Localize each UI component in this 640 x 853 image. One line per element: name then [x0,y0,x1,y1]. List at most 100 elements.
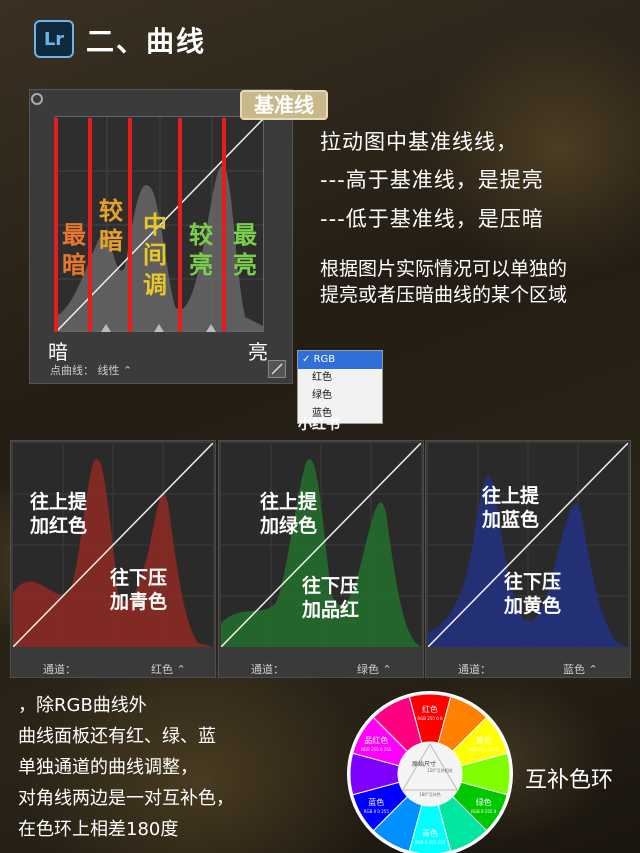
channel-select[interactable]: 蓝色 ⌃ [563,663,598,676]
note-line: 曲线面板还有红、绿、蓝 [18,726,216,747]
green-channel-panel: 通道： 绿色 ⌃ [218,440,424,678]
green-channel-bar: 通道： 绿色 ⌃ [219,649,423,679]
wheel-triangle [401,743,459,791]
channel-select[interactable]: 红色 ⌃ [151,663,186,676]
complementary-color-wheel: 红色 RGB 255 0 0 黄色 RGB 255 255 0 绿色 RGB 0 255 … [347,691,513,853]
zone-label-lighter: 较亮 [189,221,213,279]
wheel-segment-label: 绿色 [476,797,492,807]
blue-channel-graph[interactable] [428,443,628,647]
light-end-label: 亮 [248,340,268,364]
red-channel-panel: 通道： 红色 ⌃ [10,440,216,678]
green-diagonal [221,443,421,647]
target-adjust-icon[interactable] [31,93,43,105]
zone-label-darkest: 最暗 [62,221,86,279]
dropdown-item-rgb[interactable]: ✓ RGB [298,351,382,369]
green-channel-graph[interactable] [221,443,421,647]
region-split-handle[interactable] [206,324,216,332]
note-line: 在色环上相差180度 [18,819,179,840]
wheel-segment-label: 青色 [422,828,438,838]
note-line: 对角线两边是一对互补色， [18,788,234,809]
green-curve-svg [221,443,421,647]
note-line: 单独通道的曲线调整， [18,757,198,778]
label-line: 加黄色 [504,595,562,617]
blue-curve-svg [428,443,628,647]
baseline-tag: 基准线 [240,90,328,120]
dropdown-item-red[interactable]: 红色 [312,372,332,383]
dark-end-label: 暗 [48,340,68,364]
note-line: ，除RGB曲线外 [18,695,147,716]
dropdown-item-blue[interactable]: 蓝色 [312,408,332,419]
blue-channel-panel: 通道： 蓝色 ⌃ [425,440,631,678]
dropdown-item-green[interactable]: 绿色 [312,390,332,401]
wheel-segment-label: 黄色 [476,735,492,745]
edit-point-curve-button[interactable] [268,360,286,378]
label-line: 往下压 [110,567,168,589]
wheel-segment-label: 蓝色 [368,797,384,807]
zone-divider [54,118,58,332]
green-histogram [221,459,421,647]
page-title: 二、曲线 [86,25,207,58]
channel-label: 通道： [251,663,284,676]
label-line: 加蓝色 [482,509,540,531]
label-line: 加红色 [30,515,88,537]
zone-label-midtones: 中间调 [143,211,167,299]
explanation-line-1: 拉动图中基准线线， [320,130,518,154]
explanation-note-2: 提亮或者压暗曲线的某个区域 [320,284,568,306]
blue-down-label: 往下压 加黄色 [504,570,561,618]
blue-diagonal [428,443,628,647]
red-down-label: 往下压 加青色 [110,566,167,614]
zone-divider [178,118,182,332]
explanation-note-1: 根据图片实际情况可以单独的 [320,258,568,280]
wheel-segment-rgb: RGB 0 255 0 [471,809,497,814]
channel-dropdown[interactable]: ✓ RGB 红色 绿色 蓝色 [297,350,383,424]
lightroom-logo: Lr [34,20,74,58]
label-line: 加青色 [110,591,168,613]
blue-up-label: 往上提 加蓝色 [482,484,539,532]
explanation-line-2: ---高于基准线，是提亮 [320,168,544,192]
bottom-note: ，除RGB曲线外 曲线面板还有红、绿、蓝 单独通道的曲线调整， 对角线两边是一对… [18,690,234,845]
zone-label-darker: 较暗 [99,197,123,255]
red-channel-bar: 通道： 红色 ⌃ [11,649,215,679]
wheel-center-label: 原始尺寸 [412,760,436,768]
label-line: 往上提 [482,485,540,507]
label-line: 加绿色 [260,515,318,537]
wheel-angle-label: 180°互补色 [419,791,441,797]
wheel-segment-rgb: RGB 255 0 255 [361,747,392,752]
red-curve-svg [13,443,213,647]
wheel-segment-rgb: RGB 255 0 0 [417,716,443,721]
dropdown-item-label: RGB [313,354,336,365]
label-line: 往下压 [302,575,360,597]
channel-label: 通道： [458,663,491,676]
wheel-segment-label: 品红色 [364,735,388,745]
zone-label-lightest: 最亮 [233,221,257,279]
wheel-segment-rgb: RGB 0 255 255 [415,840,446,845]
blue-histogram [428,476,628,647]
zone-divider [222,118,226,332]
wheel-angle-label: 120°互补相关 [427,767,453,773]
label-line: 往上提 [30,491,88,513]
channel-select[interactable]: 绿色 ⌃ [357,663,392,676]
zone-divider [128,118,132,332]
histogram [55,165,263,331]
color-wheel-label: 互补色环 [525,768,614,793]
red-channel-graph[interactable] [13,443,213,647]
zone-divider [88,118,92,332]
wheel-segment-rgb: RGB 0 0 255 [364,809,390,814]
point-curve-mode-select[interactable]: 点曲线： 线性 ⌃ [50,364,133,377]
red-diagonal [13,443,213,647]
curve-edit-icon [271,363,283,375]
label-line: 往下压 [504,571,562,593]
region-split-handle[interactable] [154,324,164,332]
green-up-label: 往上提 加绿色 [260,490,317,538]
channel-label: 通道： [43,663,76,676]
wheel-segment-rgb: RGB 255 255 0 [469,747,500,752]
blue-channel-bar: 通道： 蓝色 ⌃ [426,649,630,679]
explanation-line-3: ---低于基准线，是压暗 [320,207,544,231]
region-split-handle[interactable] [101,324,111,332]
red-up-label: 往上提 加红色 [30,490,87,538]
red-histogram [13,459,213,647]
label-line: 加品红 [302,599,360,621]
green-down-label: 往下压 加品红 [302,574,359,622]
wheel-segment-label: 红色 [422,704,438,714]
watermark: 小红书 [298,417,340,433]
